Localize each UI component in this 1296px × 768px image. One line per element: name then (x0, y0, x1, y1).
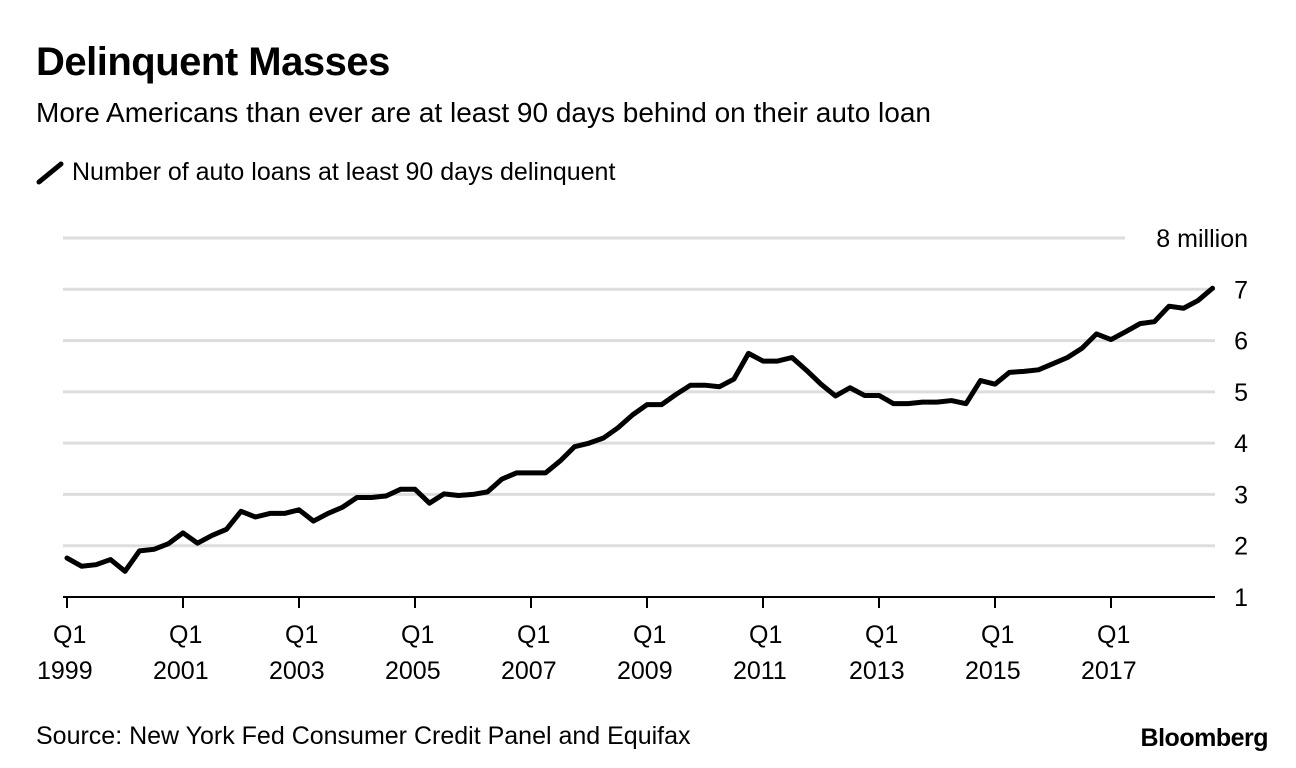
x-tick-label-quarter: Q1 (169, 621, 202, 649)
x-tick-label-quarter: Q1 (401, 621, 434, 649)
series-line (64, 285, 1215, 574)
chart-title: Delinquent Masses (36, 40, 390, 84)
x-tick-label-quarter: Q1 (517, 621, 550, 649)
x-tick-label-quarter: Q1 (1097, 621, 1130, 649)
y-tick-label: 6 (1234, 328, 1248, 356)
x-tick-label-quarter: Q1 (749, 621, 782, 649)
x-tick-label-quarter: Q1 (285, 621, 318, 649)
y-tick-label: 4 (1234, 430, 1248, 458)
x-tick-label-year: 2009 (617, 657, 673, 685)
y-tick-label: 2 (1234, 533, 1248, 561)
x-tick-label-year: 2017 (1081, 657, 1137, 685)
y-tick-label: 5 (1234, 379, 1248, 407)
x-tick-label-year: 2005 (385, 657, 441, 685)
x-tick-label-quarter: Q1 (53, 621, 86, 649)
x-tick-label-year: 2003 (269, 657, 325, 685)
legend: Number of auto loans at least 90 days de… (36, 158, 615, 187)
y-tick-label: 1 (1234, 584, 1248, 612)
legend-line-icon (36, 161, 64, 184)
x-tick-label-quarter: Q1 (865, 621, 898, 649)
x-tick-label-year: 2001 (153, 657, 209, 685)
x-tick-label-year: 2007 (501, 657, 557, 685)
source-note: Source: New York Fed Consumer Credit Pan… (36, 722, 691, 750)
y-tick-label: 3 (1234, 481, 1248, 509)
x-tick-label-year: 2013 (849, 657, 905, 685)
chart-subtitle: More Americans than ever are at least 90… (36, 97, 931, 128)
x-tick-label-year: 2011 (733, 657, 787, 685)
x-tick-label-quarter: Q1 (633, 621, 666, 649)
legend-label: Number of auto loans at least 90 days de… (72, 158, 616, 186)
x-tick-label-year: 2015 (965, 657, 1021, 685)
x-tick-label-year: 1999 (37, 657, 93, 685)
y-tick-label: 8 million (1156, 225, 1248, 253)
y-tick-label: 7 (1234, 276, 1248, 304)
bloomberg-logo: Bloomberg (1140, 724, 1269, 752)
x-tick-label-quarter: Q1 (981, 621, 1014, 649)
